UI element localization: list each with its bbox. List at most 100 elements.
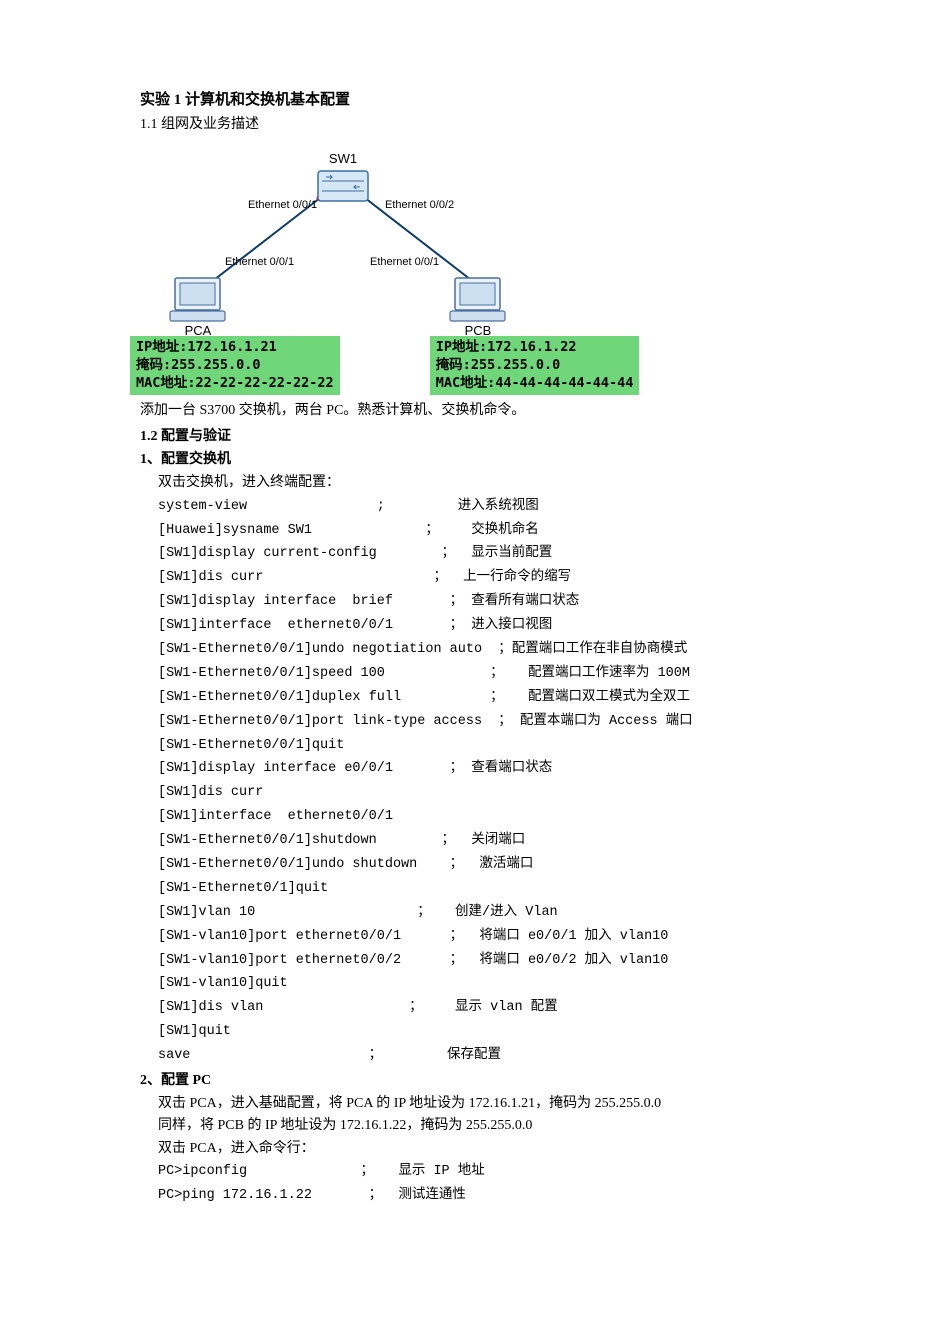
command-text: [SW1-Ethernet0/1]quit [158, 880, 328, 899]
command-text: [SW1]vlan 10 [158, 904, 255, 923]
step2-line3: 双击 PCA，进入命令行： [140, 1139, 805, 1159]
command-text: [SW1-Ethernet0/0/1]duplex full [158, 689, 401, 708]
command-text: [SW1-vlan10]port ethernet0/0/2 [158, 952, 401, 971]
pcb-mask: 掩码:255.255.0.0 [436, 356, 634, 374]
command-sep: ； [385, 665, 504, 684]
step2-line2: 同样，将 PCB 的 IP 地址设为 172.16.1.22，掩码为 255.2… [140, 1116, 805, 1136]
command-sep: ； [190, 1047, 382, 1066]
command-sep: ； [377, 545, 455, 564]
command-sep: ; [247, 498, 393, 517]
switch-icon [318, 171, 368, 201]
command-row: [SW1]dis curr ； 上一行命令的缩写 [158, 569, 805, 588]
command-desc: 配置端口工作在非自协商模式 [512, 641, 688, 660]
section-1-2-heading: 1.2 配置与验证 [140, 427, 805, 447]
command-row: [SW1-Ethernet0/0/1]undo negotiation auto… [158, 641, 805, 660]
command-sep: ； [417, 856, 463, 875]
command-sep: ； [377, 832, 455, 851]
command-sep: ； [401, 689, 504, 708]
command-desc: 查看端口状态 [463, 760, 552, 779]
command-text: [Huawei]sysname SW1 [158, 522, 312, 541]
command-text: [SW1]dis curr [158, 784, 263, 803]
command-text: [SW1-Ethernet0/0/1]undo shutdown [158, 856, 417, 875]
command-desc: 激活端口 [463, 856, 533, 875]
pca-mask: 掩码:255.255.0.0 [136, 356, 334, 374]
command-sep: ； [312, 1187, 382, 1206]
command-row: [SW1-Ethernet0/0/1]port link-type access… [158, 713, 805, 732]
command-text: [SW1-Ethernet0/0/1]speed 100 [158, 665, 385, 684]
step2-line1: 双击 PCA，进入基础配置，将 PCA 的 IP 地址设为 172.16.1.2… [140, 1094, 805, 1114]
command-desc: 配置本端口为 Access 端口 [512, 713, 693, 732]
command-sep: ； [482, 641, 512, 660]
command-row: save ； 保存配置 [158, 1047, 805, 1066]
command-row: [SW1]display interface brief ； 查看所有端口状态 [158, 593, 805, 612]
pca-icon [170, 278, 225, 321]
intro-text: 添加一台 S3700 交换机，两台 PC。熟悉计算机、交换机命令。 [140, 401, 805, 421]
command-row: [SW1-Ethernet0/0/1]shutdown ； 关闭端口 [158, 832, 805, 851]
command-row: [SW1-Ethernet0/0/1]undo shutdown ； 激活端口 [158, 856, 805, 875]
command-sep: ； [263, 999, 422, 1018]
ipbox-pca: IP地址:172.16.1.21 掩码:255.255.0.0 MAC地址:22… [130, 336, 340, 396]
command-desc: 显示当前配置 [455, 545, 552, 564]
command-text: system-view [158, 498, 247, 517]
command-text: [SW1-Ethernet0/0/1]undo negotiation auto [158, 641, 482, 660]
command-text: [SW1]display interface e0/0/1 [158, 760, 393, 779]
command-desc: 配置端口工作速率为 100M [504, 665, 690, 684]
command-sep: ； [393, 593, 463, 612]
command-row: system-view ; 进入系统视图 [158, 498, 805, 517]
pcb-mac: MAC地址:44-44-44-44-44-44 [436, 374, 634, 392]
command-sep: ； [401, 952, 463, 971]
command-text: [SW1]interface ethernet0/0/1 [158, 808, 393, 827]
command-text: [SW1-vlan10]port ethernet0/0/1 [158, 928, 401, 947]
command-sep: ； [263, 569, 447, 588]
command-sep: ； [401, 928, 463, 947]
page-title: 实验 1 计算机和交换机基本配置 [140, 90, 805, 111]
command-desc: 查看所有端口状态 [463, 593, 579, 612]
network-diagram: SW1 Ethernet 0/0/1 Ethernet 0/0/2 Ethern… [130, 143, 650, 396]
pcb-icon [450, 278, 505, 321]
command-desc: 关闭端口 [455, 832, 525, 851]
command-sep: ； [312, 522, 439, 541]
command-desc: 交换机命名 [439, 522, 539, 541]
eth-pca-label: Ethernet 0/0/1 [225, 256, 294, 268]
command-text: [SW1]dis curr [158, 569, 263, 588]
command-row: [SW1-vlan10]quit [158, 975, 805, 994]
eth-sw-left-label: Ethernet 0/0/1 [248, 199, 317, 211]
command-row: [SW1]quit [158, 1023, 805, 1042]
command-row: [SW1-Ethernet0/0/1]duplex full ； 配置端口双工模… [158, 689, 805, 708]
command-desc: 配置端口双工模式为全双工 [504, 689, 690, 708]
command-row: [Huawei]sysname SW1 ； 交换机命名 [158, 522, 805, 541]
command-text: [SW1-Ethernet0/0/1]quit [158, 737, 344, 756]
pc-command-list: PC>ipconfig ； 显示 IP 地址 PC>ping 172.16.1.2… [140, 1163, 805, 1206]
pca-ip: IP地址:172.16.1.21 [136, 338, 334, 356]
command-row: [SW1]display current-config ； 显示当前配置 [158, 545, 805, 564]
command-row: [SW1]interface ethernet0/0/1 ； 进入接口视图 [158, 617, 805, 636]
command-sep: ； [393, 760, 463, 779]
pc-command-row: PC>ipconfig ； 显示 IP 地址 [158, 1163, 805, 1182]
command-text: [SW1]quit [158, 1023, 231, 1042]
pc-command-row: PC>ping 172.16.1.22 ； 测试连通性 [158, 1187, 805, 1206]
command-text: [SW1-Ethernet0/0/1]shutdown [158, 832, 377, 851]
section-1-1-heading: 1.1 组网及业务描述 [140, 115, 805, 135]
step2-heading: 2、配置 PC [140, 1071, 805, 1091]
command-sep: ； [247, 1163, 374, 1182]
eth-pcb-label: Ethernet 0/0/1 [370, 256, 439, 268]
command-desc: 测试连通性 [382, 1187, 466, 1206]
command-desc: 显示 IP 地址 [374, 1163, 485, 1182]
pcb-ip: IP地址:172.16.1.22 [436, 338, 634, 356]
command-text: PC>ping 172.16.1.22 [158, 1187, 312, 1206]
command-row: [SW1]vlan 10 ； 创建/进入 Vlan [158, 904, 805, 923]
command-sep: ； [482, 713, 512, 732]
command-row: [SW1]display interface e0/0/1 ； 查看端口状态 [158, 760, 805, 779]
pca-mac: MAC地址:22-22-22-22-22-22 [136, 374, 334, 392]
command-row: [SW1-vlan10]port ethernet0/0/2 ； 将端口 e0/… [158, 952, 805, 971]
command-row: [SW1-Ethernet0/1]quit [158, 880, 805, 899]
command-row: [SW1]dis vlan ； 显示 vlan 配置 [158, 999, 805, 1018]
step1-heading: 1、配置交换机 [140, 450, 805, 470]
command-row: [SW1]interface ethernet0/0/1 [158, 808, 805, 827]
command-row: [SW1-Ethernet0/0/1]speed 100 ； 配置端口工作速率为… [158, 665, 805, 684]
command-desc: 创建/进入 Vlan [431, 904, 558, 923]
command-list: system-view ; 进入系统视图 [Huawei]sysname SW1 … [140, 498, 805, 1066]
command-desc: 保存配置 [382, 1047, 501, 1066]
eth-sw-right-label: Ethernet 0/0/2 [385, 199, 454, 211]
command-desc: 将端口 e0/0/1 加入 vlan10 [463, 928, 668, 947]
